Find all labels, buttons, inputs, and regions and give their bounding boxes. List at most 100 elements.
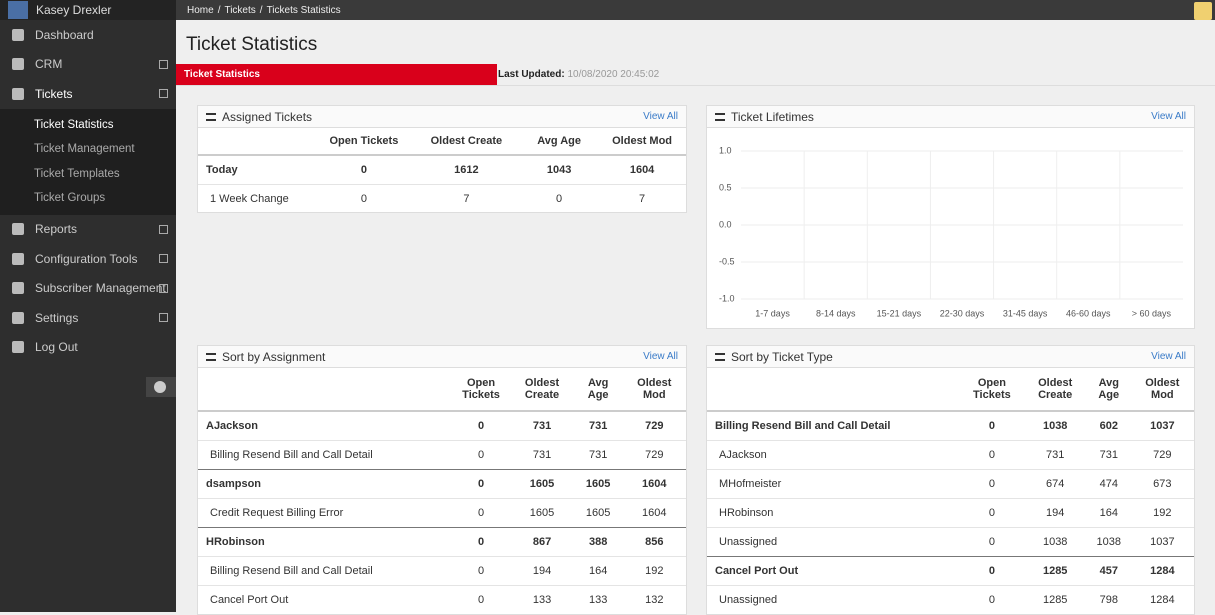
cell-value: 731: [510, 410, 574, 441]
cell-value: 7: [598, 184, 686, 213]
view-all-link[interactable]: View All: [643, 351, 678, 362]
user-menu[interactable]: Kasey Drexler: [0, 0, 176, 20]
separator: /: [259, 4, 263, 16]
sub-item[interactable]: Ticket Management: [34, 143, 135, 156]
breadcrumb-item[interactable]: Home: [187, 4, 214, 16]
header-row: Open Tickets Oldest Create Avg Age Oldest M…: [198, 128, 686, 156]
cell-value: 164: [573, 556, 623, 586]
cell-value: 0: [315, 184, 413, 213]
nav-item[interactable]: Configuration Tools: [0, 244, 176, 274]
row-label: Credit Request Billing Error: [198, 498, 452, 528]
nav-item[interactable]: Log Out: [0, 333, 176, 363]
row-label: AJackson: [707, 440, 961, 470]
sub-item[interactable]: Ticket Statistics: [34, 118, 114, 131]
x-tick-label: 31-45 days: [1003, 308, 1048, 318]
nav-label[interactable]: Dashboard: [35, 27, 94, 42]
table-row: Cancel Port Out 0 1285 457 1284: [707, 556, 1194, 586]
cell-value: 1605: [573, 498, 623, 528]
column-header: Avg Age: [573, 368, 623, 412]
nav-label[interactable]: Settings: [35, 310, 79, 325]
expand-icon: [159, 254, 168, 264]
cell-value: 1284: [1130, 556, 1194, 586]
data-table: Open Tickets Oldest Create Avg Age Oldest M…: [707, 368, 1194, 614]
panel-title: Sort by Ticket Type: [731, 349, 833, 364]
view-all-link[interactable]: View All: [1151, 111, 1186, 122]
nav-icon: [12, 223, 24, 236]
separator: /: [217, 4, 221, 16]
cell-value: 731: [1023, 440, 1087, 470]
lifetimes-panel: Ticket Lifetimes View All 1.0 0.5 0.0 -0.5 -1.…: [706, 105, 1195, 329]
nav-item[interactable]: Tickets: [0, 79, 176, 109]
y-tick-label: -0.5: [719, 256, 735, 266]
cell-value: 133: [573, 585, 623, 614]
nav-item[interactable]: Settings: [0, 303, 176, 333]
nav-item[interactable]: Reports: [0, 215, 176, 245]
row-label: Billing Resend Bill and Call Detail: [198, 440, 452, 470]
nav-item[interactable]: Dashboard: [0, 20, 176, 50]
cell-value: 729: [1130, 440, 1194, 470]
column-header: Oldest Mod: [622, 368, 686, 412]
table-row: Unassigned 0 1285 798 1284: [707, 585, 1194, 614]
nav-label[interactable]: Subscriber Management: [35, 281, 166, 296]
cell-value: 1604: [598, 154, 686, 185]
cell-value: 0: [451, 440, 511, 470]
cell-value: 1037: [1130, 527, 1194, 557]
cell-value: 731: [1086, 440, 1131, 470]
user-name[interactable]: Kasey Drexler: [36, 3, 112, 17]
header-cell: [198, 128, 316, 156]
cell-value: 1612: [412, 154, 521, 185]
nav-icon: [12, 28, 24, 41]
table-row: dsampson 0 1605 1605 1604: [198, 469, 686, 499]
cell-value: 0: [960, 527, 1024, 557]
nav-label[interactable]: Configuration Tools: [35, 251, 138, 266]
view-all-link[interactable]: View All: [1151, 351, 1186, 362]
nav-label[interactable]: CRM: [35, 57, 63, 72]
expand-icon: [159, 59, 168, 69]
view-all-link[interactable]: View All: [643, 111, 678, 122]
column-header: Avg Age: [1086, 368, 1131, 412]
nav-icon: [12, 58, 24, 71]
table-row: Billing Resend Bill and Call Detail 0 194 1…: [198, 556, 686, 586]
table-row: Today 0 1612 1043 1604: [198, 154, 686, 185]
expand-icon: [159, 224, 168, 234]
assigned-panel: Assigned Tickets View All Open Tickets Olde…: [197, 105, 687, 213]
nav-icon: [12, 311, 24, 324]
tab[interactable]: Ticket Statistics: [176, 64, 497, 85]
nav-label[interactable]: Log Out: [35, 340, 78, 355]
row-label: MHofmeister: [707, 469, 961, 499]
row-label: 1 Week Change: [198, 184, 316, 213]
cell-value: 798: [1086, 585, 1131, 614]
row-label: Cancel Port Out: [198, 585, 452, 614]
collapse-button[interactable]: [146, 377, 176, 397]
last-updated-label: Last Updated:: [498, 69, 565, 80]
cell-value: 0: [960, 469, 1024, 499]
breadcrumb-item[interactable]: Tickets: [224, 4, 256, 16]
sub-item[interactable]: Ticket Templates: [34, 167, 120, 180]
assignment-panel: Sort by Assignment View All Open Tickets Ol…: [197, 345, 687, 615]
column-header: Oldest Create: [510, 368, 574, 412]
nav-label[interactable]: Tickets: [35, 86, 73, 101]
nav-icon: [12, 252, 24, 265]
table-row: Credit Request Billing Error 0 1605 1605 160…: [198, 498, 686, 528]
column-header: Open Tickets: [451, 368, 511, 412]
panel-header: Sort by Assignment View All: [198, 346, 686, 368]
cell-value: 731: [573, 410, 623, 441]
cell-value: 0: [960, 410, 1024, 441]
panel-icon: [715, 113, 725, 121]
nav-label[interactable]: Reports: [35, 222, 78, 237]
cell-value: 388: [573, 527, 623, 557]
panel-header: Assigned Tickets View All: [198, 106, 686, 128]
sub-item[interactable]: Ticket Groups: [34, 192, 106, 205]
cell-value: 731: [573, 440, 623, 470]
header-cell: [707, 368, 961, 412]
settings-button[interactable]: [1194, 2, 1212, 20]
nav-item[interactable]: CRM: [0, 50, 176, 80]
nav-item[interactable]: Subscriber Management: [0, 274, 176, 304]
panel-title: Ticket Lifetimes: [731, 109, 814, 124]
table-row: Billing Resend Bill and Call Detail 0 1038…: [707, 410, 1194, 441]
expand-icon: [159, 313, 168, 323]
panel-header: Sort by Ticket Type View All: [707, 346, 1194, 368]
cell-value: 673: [1130, 469, 1194, 499]
tab-bar: Ticket Statistics Last Updated: 10/08/20…: [176, 64, 1215, 86]
